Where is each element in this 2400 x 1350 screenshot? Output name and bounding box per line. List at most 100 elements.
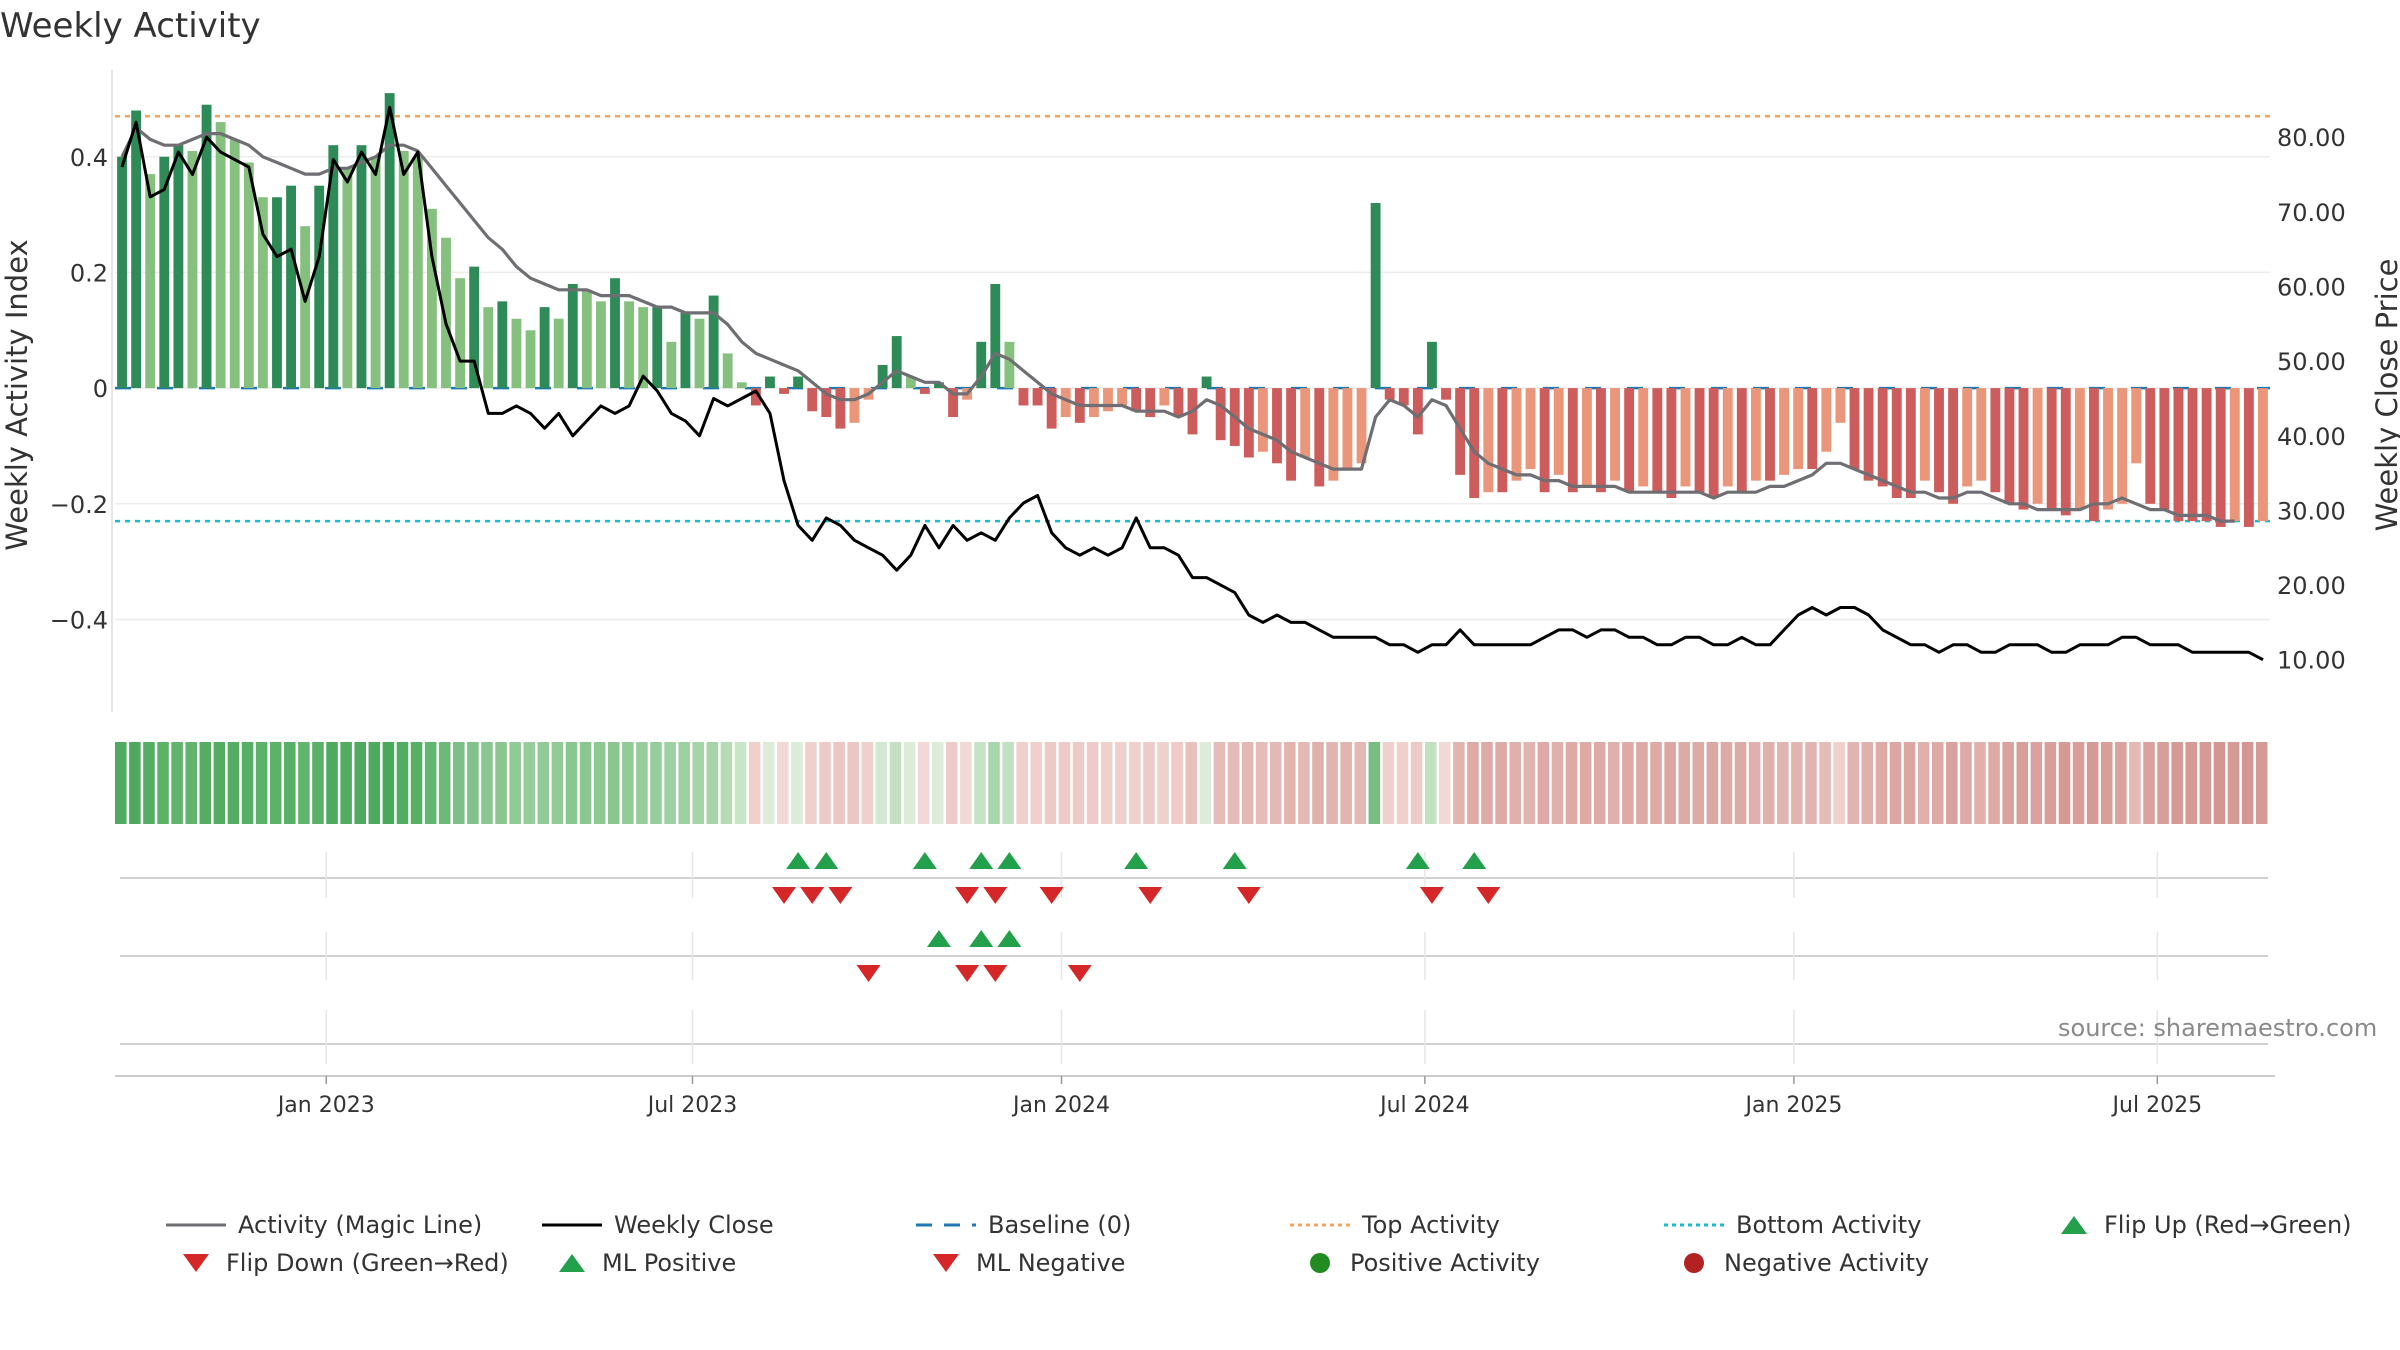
activity-bar (2046, 388, 2057, 510)
strip-cell (1312, 742, 1324, 824)
activity-bar (1680, 388, 1691, 487)
y-tick-label: 0.4 (70, 144, 108, 172)
ml-positive-marker (997, 930, 1022, 947)
activity-bar (680, 312, 691, 389)
strip-cell (917, 742, 930, 824)
triangle-down-icon (933, 1254, 959, 1272)
activity-bar (596, 301, 606, 389)
strip-cell (453, 742, 465, 824)
activity-bar (1257, 388, 1268, 452)
activity-bar (2159, 388, 2170, 510)
legend-dot-line-icon (1290, 1223, 1350, 1227)
activity-bar (300, 226, 311, 389)
activity-bar (2018, 388, 2029, 510)
strip-cell (1875, 742, 1888, 824)
activity-bar (2201, 388, 2212, 522)
activity-bar (1032, 388, 1043, 406)
legend-dash-icon (916, 1223, 976, 1227)
y2-tick-label: 10.00 (2277, 647, 2346, 675)
strip-cell (1424, 742, 1437, 824)
strip-cell (1833, 742, 1845, 824)
activity-bar (1962, 388, 1973, 487)
activity-bar (1314, 388, 1325, 487)
activity-bar (1863, 388, 1874, 481)
strip-cell (1509, 742, 1521, 824)
activity-bar (919, 388, 930, 394)
activity-bar (483, 307, 494, 389)
strip-cell (551, 742, 564, 824)
strip-cell (593, 742, 606, 824)
activity-bar (1018, 388, 1029, 406)
strip-cell (1481, 742, 1493, 824)
strip-cell (579, 742, 592, 824)
flip-down-marker (1039, 887, 1064, 904)
strip-cell (1889, 742, 1902, 824)
strip-cell (438, 742, 451, 824)
flip-down-marker (1236, 887, 1261, 904)
axes: 0.4 0.2 0 −0.2 −0.4 80.00 70.00 60.00 50.00 40.00… (50, 70, 2346, 712)
activity-bar (1990, 388, 2001, 493)
activity-bar (1145, 388, 1156, 418)
activity-bar (567, 284, 578, 389)
activity-bar (2215, 388, 2226, 527)
legend-item-bottom-activity: Bottom Activity (1664, 1206, 1921, 1244)
activity-bar (638, 307, 649, 389)
activity-bar (1286, 388, 1297, 481)
activity-bar (1976, 388, 1987, 481)
strip-cell (424, 742, 437, 824)
activity-bar (1370, 203, 1381, 389)
y2-tick-label: 30.00 (2277, 497, 2346, 525)
x-tick-label: Jan 2024 (1011, 1093, 1110, 1118)
y2-tick-label: 50.00 (2277, 348, 2346, 376)
activity-bar (1004, 341, 1015, 389)
strip-cell (1030, 742, 1043, 824)
activity-bar (1159, 388, 1170, 406)
activity-color-strip (115, 742, 2268, 824)
strip-cell (1622, 742, 1634, 824)
strip-cell (284, 742, 296, 824)
ml-negative-marker (856, 965, 881, 982)
strip-cell (833, 742, 845, 824)
x-tick-label: Jul 2023 (646, 1093, 738, 1118)
triangle-up-icon (559, 1254, 585, 1272)
legend-item-top-activity: Top Activity (1290, 1206, 1500, 1244)
circle-red-icon (1684, 1253, 1704, 1273)
activity-bar (1835, 388, 1846, 423)
legend-label: Baseline (0) (988, 1211, 1132, 1239)
activity-bar (1300, 388, 1311, 458)
strip-cell (269, 742, 282, 824)
flip-down-marker (1138, 887, 1163, 904)
activity-bar (2032, 388, 2043, 504)
strip-cell (889, 742, 902, 824)
strip-cell (1157, 742, 1169, 824)
strip-cell (1368, 742, 1381, 824)
circle-green-icon (1310, 1253, 1330, 1273)
flip-up-marker (912, 852, 937, 869)
activity-bar (666, 341, 677, 389)
strip-cell (1593, 742, 1606, 824)
legend-label: Positive Activity (1350, 1249, 1540, 1277)
activity-bar (2187, 388, 2198, 522)
activity-bar (1412, 388, 1423, 435)
strip-cell (1495, 742, 1507, 824)
ml-negative-marker (1067, 965, 1092, 982)
activity-bar (1483, 388, 1494, 493)
legend-item-flip-up: Flip Up (Red→Green) (2056, 1206, 2352, 1244)
legend-item-positive-activity: Positive Activity (1302, 1244, 1540, 1282)
strip-cell (791, 742, 803, 824)
flip-down-marker (772, 887, 797, 904)
activity-bar (976, 341, 987, 389)
y-tick-label: −0.2 (50, 491, 108, 519)
strip-cell (2171, 742, 2183, 824)
strip-cell (509, 742, 521, 824)
strip-cell (129, 742, 141, 824)
activity-bar (1060, 388, 1071, 418)
weekly-close-line (120, 105, 2264, 662)
strip-cell (988, 742, 1000, 824)
strip-cell (2199, 742, 2212, 824)
strip-cell (565, 742, 578, 824)
activity-bar (1821, 388, 1832, 452)
activity-bar (1694, 388, 1705, 493)
strip-cell (1762, 742, 1775, 824)
